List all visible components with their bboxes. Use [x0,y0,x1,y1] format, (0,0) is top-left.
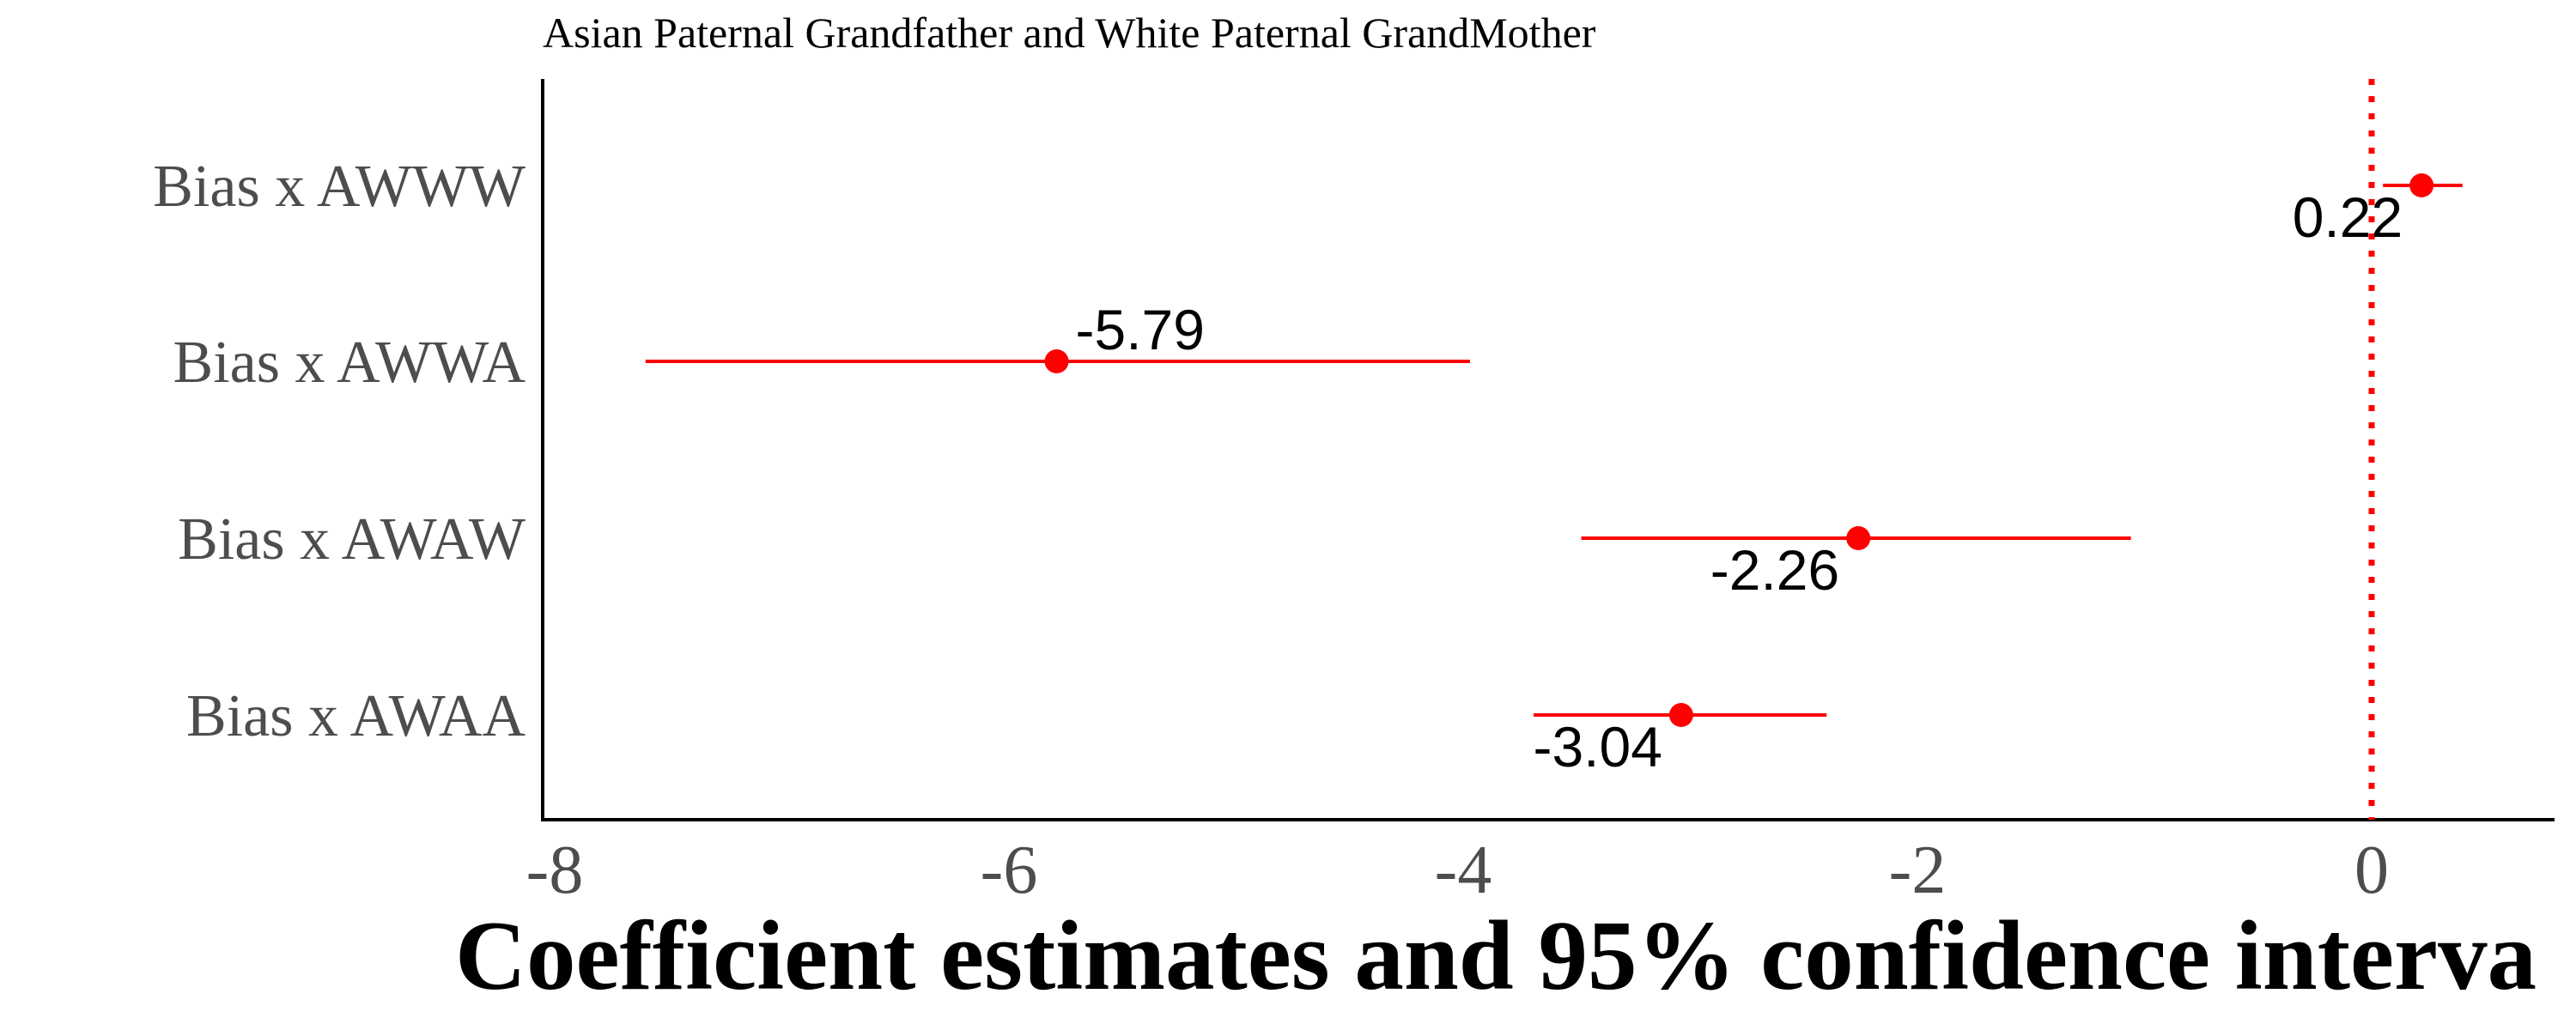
chart-title: Asian Paternal Grandfather and White Pat… [543,9,1596,57]
x-tick-label: -8 [526,833,584,908]
x-axis-title: Coefficient estimates and 95% confidence… [455,901,2537,1010]
x-tick-label: -2 [1889,833,1947,908]
y-tick-label: Bias x AWAA [186,683,526,749]
data-label: 0.22 [2293,185,2403,249]
x-tick-label: 0 [2354,833,2389,908]
data-label: -5.79 [1076,298,1205,361]
y-tick-label: Bias x AWWA [173,330,526,396]
data-label: -3.04 [1533,715,1662,779]
estimate-point [1044,349,1069,373]
data-label: -2.26 [1710,538,1839,602]
y-tick-label: Bias x AWWW [153,154,526,220]
x-tick-label: -6 [981,833,1038,908]
estimate-point [1668,703,1693,727]
y-tick-label: Bias x AWAW [178,506,526,573]
estimate-point [2409,173,2434,197]
estimate-point [1846,526,1871,550]
chart-marks: -8 -6 -4 -2 0 Bias x AWWW 0.22 Bias x AWWA -5.79… [153,79,2463,908]
x-tick-label: -4 [1435,833,1492,908]
